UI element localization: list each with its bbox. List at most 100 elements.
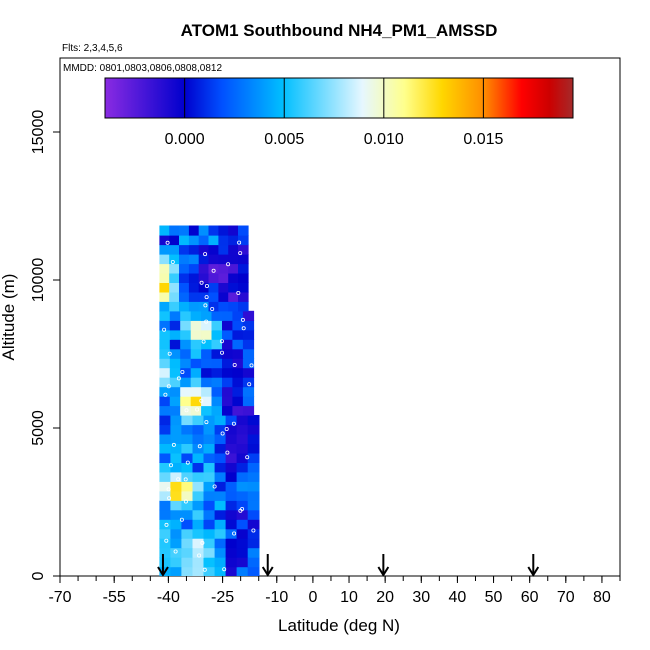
- curtain-cell: [192, 528, 205, 539]
- curtain-cell: [247, 528, 260, 539]
- curtain-cell: [159, 254, 170, 265]
- curtain-cell: [170, 433, 183, 444]
- curtain-cell: [179, 225, 190, 236]
- curtain-cell: [211, 320, 223, 331]
- x-tick-label: -40: [157, 589, 180, 606]
- sample-marker: [237, 240, 242, 245]
- curtain-cell: [180, 310, 192, 321]
- curtain-cell: [198, 282, 210, 293]
- curtain-cell: [236, 433, 249, 444]
- curtain-cell: [181, 547, 194, 558]
- curtain-cell: [198, 291, 210, 302]
- sample-marker: [168, 463, 173, 468]
- curtain-cell: [242, 367, 255, 378]
- sample-marker: [204, 420, 209, 425]
- curtain-cell: [232, 405, 244, 416]
- curtain-cell: [180, 358, 192, 369]
- sample-marker: [225, 450, 230, 455]
- curtain-cell: [190, 348, 202, 359]
- sample-marker: [185, 460, 190, 465]
- curtain-cell: [214, 519, 227, 530]
- curtain-cell: [218, 291, 229, 302]
- curtain-cell: [203, 481, 216, 492]
- curtain-cell: [170, 415, 183, 426]
- curtain-cell: [236, 490, 249, 501]
- curtain-cell: [214, 443, 227, 454]
- curtain-cell: [192, 424, 205, 435]
- curtain-cell: [159, 377, 171, 388]
- curtain-cell: [188, 263, 200, 274]
- curtain-cell: [225, 528, 238, 539]
- curtain-cell: [190, 329, 202, 340]
- curtain-cell: [181, 509, 194, 520]
- sample-marker: [199, 398, 204, 403]
- sample-marker: [195, 407, 200, 412]
- curtain-cell: [238, 254, 249, 265]
- x-tick-label: -55: [103, 589, 126, 606]
- curtain-cell: [159, 490, 172, 501]
- curtain-cell: [236, 538, 249, 549]
- curtain-cell: [214, 462, 227, 473]
- curtain-cell: [208, 263, 220, 274]
- curtain-cell: [181, 462, 194, 473]
- curtain-cell: [238, 272, 249, 283]
- curtain-cell: [169, 358, 181, 369]
- curtain-cell: [236, 528, 249, 539]
- curtain-cell: [169, 310, 181, 321]
- curtain-cell: [203, 443, 216, 454]
- curtain-cell: [180, 405, 192, 416]
- curtain-cell: [225, 500, 238, 511]
- curtain-cell: [203, 500, 216, 511]
- curtain-cell: [247, 490, 260, 501]
- curtain-cell: [169, 263, 180, 274]
- curtain-cell: [159, 301, 170, 312]
- curtain-cell: [192, 433, 205, 444]
- curtain-cell: [188, 282, 200, 293]
- curtain-cell: [181, 557, 194, 568]
- curtain-cell: [208, 235, 220, 246]
- curtain-cell: [180, 329, 192, 340]
- curtain-cell: [159, 471, 172, 482]
- plot-frame: [59, 57, 621, 577]
- curtain-cell: [192, 443, 205, 454]
- curtain-cell: [169, 396, 181, 407]
- sample-marker: [212, 484, 217, 489]
- dates-label: MMDD: 0801,0803,0806,0808,0812: [63, 63, 222, 74]
- curtain-cell: [190, 396, 202, 407]
- sample-marker: [183, 499, 188, 504]
- curtain-cell: [181, 424, 194, 435]
- curtain-cell: [242, 329, 255, 340]
- curtain-cell: [208, 244, 220, 255]
- curtain-cell: [242, 358, 255, 369]
- curtain-cell: [247, 538, 260, 549]
- curtain-cell: [214, 424, 227, 435]
- curtain-cell: [169, 301, 180, 312]
- x-tick-label: 50: [485, 589, 503, 606]
- curtain-cell: [214, 528, 227, 539]
- curtain-cell: [218, 235, 229, 246]
- curtain-cell: [225, 433, 238, 444]
- curtain-cell: [169, 348, 181, 359]
- curtain-cell: [203, 471, 216, 482]
- curtain-cell: [159, 509, 172, 520]
- x-tick-label: 20: [376, 589, 394, 606]
- curtain-cell: [247, 415, 260, 426]
- curtain-cell: [208, 225, 220, 236]
- curtain-cell: [159, 291, 170, 302]
- curtain-cell: [159, 481, 172, 492]
- curtain-cell: [159, 405, 171, 416]
- curtain-cell: [169, 320, 181, 331]
- curtain-cell: [225, 424, 238, 435]
- curtain-cell: [203, 452, 216, 463]
- curtain-cell: [225, 443, 238, 454]
- arrow-head: [157, 566, 169, 577]
- curtain-cell: [214, 557, 227, 568]
- sample-marker: [219, 350, 224, 355]
- curtain-cell: [159, 452, 172, 463]
- curtain-cell: [203, 462, 216, 473]
- curtain-cell: [228, 235, 239, 246]
- curtain-cell: [159, 557, 172, 568]
- curtain-cell: [225, 490, 238, 501]
- x-axis: -70 -55 -40 -25 -10 0 10 20 30 40 50 60 70 80: [48, 576, 621, 606]
